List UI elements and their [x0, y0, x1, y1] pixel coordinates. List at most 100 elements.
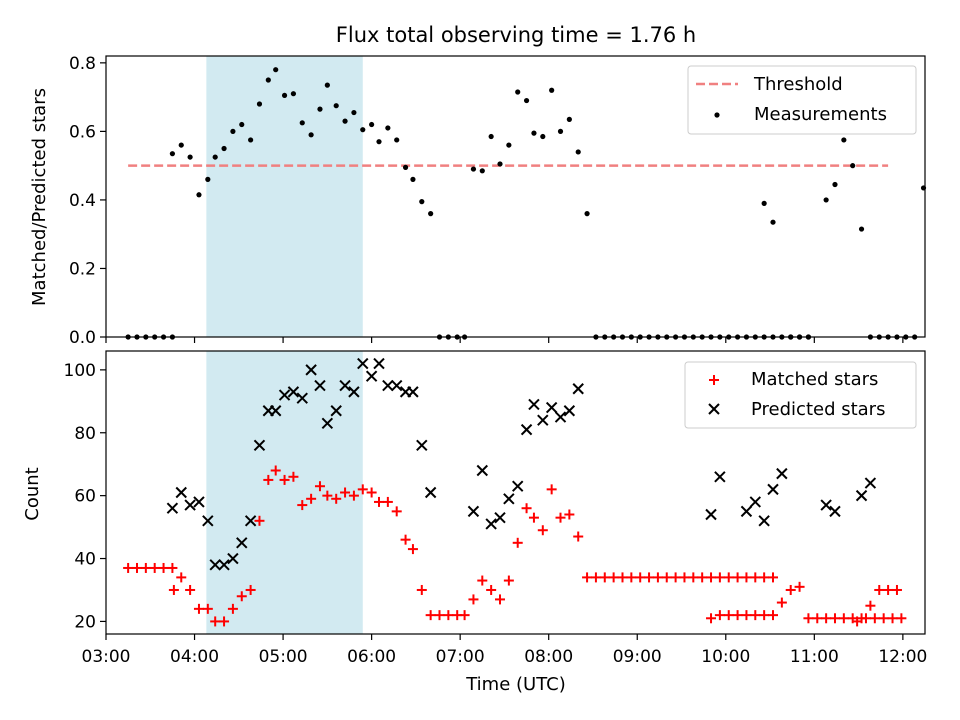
- bottom-y-tick-label: 80: [74, 424, 96, 444]
- matched-star-point: [617, 572, 628, 583]
- matched-star-point: [883, 584, 894, 595]
- matched-star-point: [210, 616, 221, 627]
- measurement-point: [178, 142, 184, 148]
- matched-star-point: [521, 503, 532, 514]
- predicted-star-point: [767, 483, 779, 496]
- matched-star-point: [821, 613, 832, 624]
- matched-star-point: [314, 481, 325, 492]
- predicted-star-point: [296, 392, 308, 404]
- top-y-tick-label: 0.0: [69, 328, 96, 348]
- predicted-star-point: [348, 386, 360, 398]
- measurement-point: [470, 166, 477, 172]
- measurement-point: [324, 82, 330, 88]
- matched-star-point: [185, 584, 196, 595]
- predicted-star-point: [357, 357, 369, 370]
- predicted-star-point: [287, 386, 300, 398]
- predicted-star-point: [714, 471, 726, 483]
- bottom-y-ticks: 20 40 60 80 100: [64, 361, 106, 632]
- measurement-point: [239, 121, 245, 128]
- matched-star-point: [874, 584, 885, 595]
- x-tick-label: 12:00: [878, 647, 927, 667]
- matched-star-point: [382, 496, 393, 507]
- predicted-legend-label: Predicted stars: [751, 399, 885, 420]
- predicted-star-point: [227, 552, 239, 565]
- matched-star-point: [193, 603, 204, 614]
- predicted-star-point: [494, 511, 506, 524]
- matched-star-point: [416, 584, 427, 595]
- matched-star-point: [714, 572, 725, 583]
- measurement-point: [832, 181, 838, 188]
- matched-star-point: [537, 525, 548, 536]
- matched-star-point: [635, 572, 646, 583]
- top-y-tick-label: 0.6: [69, 122, 96, 142]
- predicted-star-point: [184, 499, 196, 511]
- matched-star-point: [468, 594, 479, 605]
- x-tick-label: 07:00: [436, 647, 485, 667]
- predicted-star-point: [537, 414, 549, 426]
- matched-star-point: [679, 572, 690, 583]
- predicted-star-point: [373, 357, 385, 370]
- predicted-star-point: [244, 515, 257, 527]
- predicted-star-point: [269, 405, 282, 417]
- measurement-point: [566, 116, 572, 122]
- predicted-star-point: [864, 477, 877, 489]
- predicted-star-point: [382, 379, 394, 392]
- measurement-point: [761, 200, 767, 206]
- matched-star-point: [750, 610, 761, 621]
- matched-star-point: [374, 496, 384, 507]
- measurement-point: [205, 176, 211, 182]
- measurement-point: [308, 132, 314, 138]
- matched-star-point: [391, 506, 402, 517]
- measurement-point: [488, 133, 494, 140]
- matched-star-point: [741, 572, 752, 583]
- matched-star-point: [202, 603, 213, 614]
- predicted-star-point: [218, 559, 230, 571]
- matched-star-point: [590, 572, 601, 583]
- matched-star-point: [878, 613, 889, 624]
- matched-star-point: [486, 584, 497, 595]
- matched-star-point: [865, 600, 876, 611]
- x-axis-label: Time (UTC): [465, 674, 566, 695]
- bottom-panel: 20 40 60 80 100 03:00 04:00 05:00 06:00 07:00 08:…: [22, 350, 927, 695]
- matched-star-point: [732, 610, 743, 621]
- predicted-star-point: [855, 489, 868, 502]
- measurement-point: [248, 137, 254, 143]
- measurement-point: [299, 120, 305, 126]
- predicted-star-point: [820, 499, 832, 511]
- top-observing-window: [206, 56, 363, 337]
- predicted-star-point: [740, 505, 753, 518]
- matched-star-point: [270, 465, 281, 476]
- x-tick-label: 05:00: [259, 647, 308, 667]
- measurement-point: [523, 97, 530, 104]
- measurement-point: [385, 125, 391, 131]
- count-points: [123, 357, 907, 627]
- measurement-point: [575, 149, 581, 155]
- matched-star-point: [768, 610, 779, 621]
- matched-star-point: [459, 610, 470, 621]
- predicted-star-point: [545, 401, 558, 414]
- bottom-y-tick-label: 20: [74, 612, 96, 632]
- bottom-observing-window: [206, 351, 363, 634]
- top-panel: 0.00.20.40.60.8 Matched/Predicted stars …: [29, 54, 927, 348]
- top-y-tick-label: 0.8: [69, 54, 96, 74]
- measurement-point: [515, 89, 521, 95]
- measurement-point: [531, 130, 537, 136]
- matched-star-point: [306, 493, 317, 504]
- matched-star-point: [582, 572, 593, 583]
- matched-star-point: [348, 490, 359, 501]
- predicted-star-point: [202, 515, 214, 527]
- chart-title: Flux total observing time = 1.76 h: [336, 23, 696, 47]
- x-tick-label: 04:00: [170, 647, 219, 667]
- matched-star-point: [706, 572, 717, 583]
- matched-star-point: [812, 613, 823, 624]
- matched-star-point: [477, 575, 488, 586]
- predicted-star-point: [209, 559, 221, 571]
- measurement-point: [281, 92, 288, 99]
- top-legend: Threshold Measurements: [687, 65, 917, 135]
- predicted-star-point: [749, 496, 762, 508]
- predicted-star-point: [330, 405, 342, 417]
- predicted-star-point: [305, 364, 317, 376]
- matched-star-point: [803, 613, 814, 624]
- matched-star-point: [167, 562, 178, 573]
